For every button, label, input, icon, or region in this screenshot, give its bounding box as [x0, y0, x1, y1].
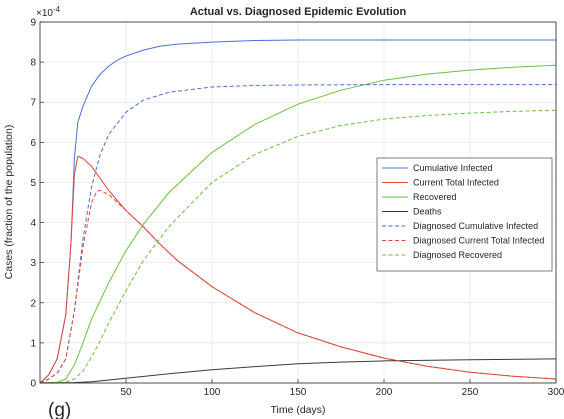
legend: Cumulative Infected Current Total Infecte…: [376, 157, 553, 272]
y-tick-label: 6: [30, 138, 36, 149]
x-axis-title: Time (days): [270, 404, 325, 416]
y-exponent-power: -4: [53, 5, 61, 14]
legend-label-current-total-infected: Current Total Infected: [413, 178, 499, 188]
series-line-diagnosed-recovered: [39, 109, 557, 384]
series-line-recovered: [39, 64, 557, 384]
y-tick-label: 7: [30, 98, 36, 109]
x-tick-label: 250: [462, 387, 479, 398]
x-tick-label: 300: [548, 387, 564, 398]
legend-label-diagnosed-current-total-infected: Diagnosed Current Total Infected: [413, 236, 544, 246]
x-tick-label: 50: [120, 387, 132, 398]
chart-title: Actual vs. Diagnosed Epidemic Evolution: [190, 6, 407, 18]
legend-label-recovered: Recovered: [413, 192, 457, 202]
x-tick-label: 100: [204, 387, 221, 398]
y-exponent-base: ×10: [36, 8, 53, 19]
y-tick-label: 0: [30, 379, 36, 390]
tick-layer: 50 100 150 200 250 300 0 1 2 3 4 5 6 7 8 9: [30, 18, 564, 399]
series-line-diagnosed-current-total-infected: [39, 190, 557, 384]
legend-label-cumulative-infected: Cumulative Infected: [413, 163, 493, 173]
y-tick-label: 9: [30, 18, 36, 29]
legend-label-diagnosed-recovered: Diagnosed Recovered: [413, 250, 502, 260]
legend-box: [376, 157, 553, 272]
series-layer: [39, 39, 557, 384]
y-tick-label: 4: [30, 218, 36, 229]
legend-label-deaths: Deaths: [413, 207, 442, 217]
y-tick-label: 3: [30, 258, 36, 269]
panel-label: (g): [48, 400, 71, 419]
y-axis-title: Cases (fraction of the population): [3, 125, 15, 280]
x-tick-label: 200: [376, 387, 393, 398]
y-exponent-label: ×10-4: [36, 5, 61, 19]
x-tick-label: 150: [290, 387, 307, 398]
legend-label-diagnosed-cumulative-infected: Diagnosed Cumulative Infected: [413, 221, 538, 231]
y-tick-label: 8: [30, 58, 36, 69]
y-tick-label: 1: [30, 338, 36, 349]
y-tick-label: 2: [30, 298, 36, 309]
y-tick-label: 5: [30, 178, 36, 189]
